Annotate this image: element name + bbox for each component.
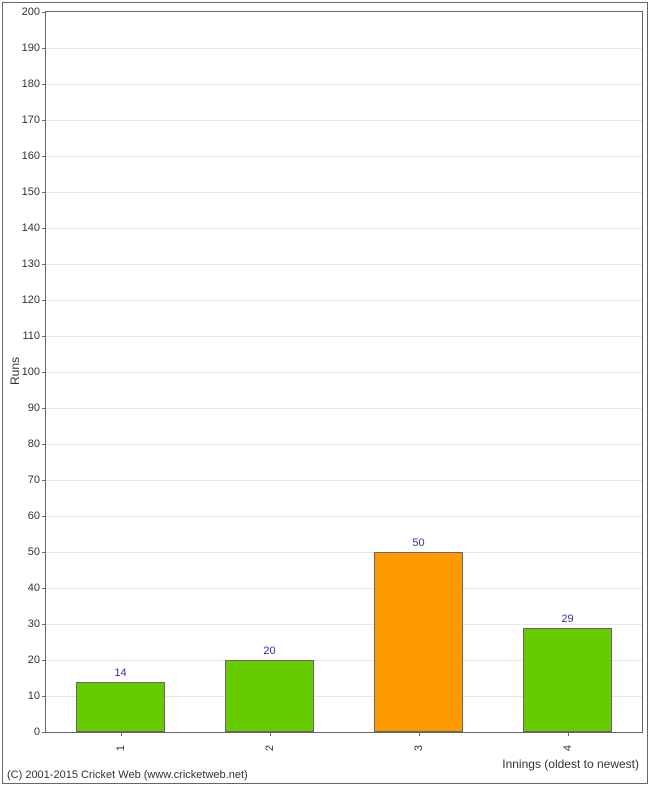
gridline — [46, 84, 642, 85]
ytick-label: 30 — [28, 618, 40, 630]
ytick-mark — [42, 588, 46, 589]
ytick-label: 20 — [28, 654, 40, 666]
gridline — [46, 48, 642, 49]
ytick-label: 130 — [22, 258, 40, 270]
ytick-label: 160 — [22, 150, 40, 162]
gridline — [46, 228, 642, 229]
xtick-label: 2 — [264, 745, 276, 751]
ytick-label: 120 — [22, 294, 40, 306]
ytick-mark — [42, 732, 46, 733]
ytick-label: 40 — [28, 582, 40, 594]
ytick-mark — [42, 444, 46, 445]
gridline — [46, 588, 642, 589]
gridline — [46, 372, 642, 373]
ytick-mark — [42, 120, 46, 121]
xtick-mark — [568, 732, 569, 736]
gridline — [46, 336, 642, 337]
ytick-label: 90 — [28, 402, 40, 414]
ytick-mark — [42, 192, 46, 193]
xtick-mark — [270, 732, 271, 736]
ytick-mark — [42, 156, 46, 157]
ytick-label: 80 — [28, 438, 40, 450]
ytick-mark — [42, 228, 46, 229]
gridline — [46, 264, 642, 265]
ytick-mark — [42, 624, 46, 625]
bar-value-label: 50 — [412, 537, 424, 549]
ytick-label: 150 — [22, 186, 40, 198]
chart-frame: 0102030405060708090100110120130140150160… — [2, 2, 648, 784]
gridline — [46, 624, 642, 625]
ytick-label: 70 — [28, 474, 40, 486]
ytick-label: 140 — [22, 222, 40, 234]
ytick-label: 180 — [22, 78, 40, 90]
gridline — [46, 192, 642, 193]
ytick-mark — [42, 372, 46, 373]
bar — [225, 660, 314, 732]
ytick-mark — [42, 480, 46, 481]
ytick-label: 170 — [22, 114, 40, 126]
gridline — [46, 444, 642, 445]
ytick-mark — [42, 300, 46, 301]
bar — [523, 628, 612, 732]
ytick-mark — [42, 516, 46, 517]
xtick-mark — [121, 732, 122, 736]
ytick-label: 190 — [22, 42, 40, 54]
ytick-mark — [42, 660, 46, 661]
xtick-mark — [419, 732, 420, 736]
ytick-mark — [42, 336, 46, 337]
gridline — [46, 300, 642, 301]
plot-area: 0102030405060708090100110120130140150160… — [45, 11, 643, 733]
gridline — [46, 156, 642, 157]
xtick-label: 4 — [562, 745, 574, 751]
copyright-credit: (C) 2001-2015 Cricket Web (www.cricketwe… — [7, 769, 248, 781]
ytick-label: 110 — [22, 330, 40, 342]
xtick-label: 1 — [115, 745, 127, 751]
ytick-mark — [42, 12, 46, 13]
gridline — [46, 480, 642, 481]
gridline — [46, 516, 642, 517]
gridline — [46, 552, 642, 553]
bar — [76, 682, 165, 732]
ytick-label: 0 — [34, 726, 40, 738]
ytick-label: 100 — [22, 366, 40, 378]
ytick-mark — [42, 696, 46, 697]
bar — [374, 552, 463, 732]
x-axis-label: Innings (oldest to newest) — [502, 757, 639, 771]
bar-value-label: 20 — [263, 645, 275, 657]
bar-value-label: 29 — [561, 613, 573, 625]
ytick-label: 60 — [28, 510, 40, 522]
ytick-mark — [42, 552, 46, 553]
ytick-label: 200 — [22, 6, 40, 18]
ytick-label: 50 — [28, 546, 40, 558]
bar-value-label: 14 — [114, 667, 126, 679]
y-axis-label: Runs — [8, 357, 22, 385]
ytick-mark — [42, 264, 46, 265]
ytick-mark — [42, 48, 46, 49]
ytick-mark — [42, 84, 46, 85]
ytick-mark — [42, 408, 46, 409]
gridline — [46, 120, 642, 121]
ytick-label: 10 — [28, 690, 40, 702]
xtick-label: 3 — [413, 745, 425, 751]
gridline — [46, 408, 642, 409]
